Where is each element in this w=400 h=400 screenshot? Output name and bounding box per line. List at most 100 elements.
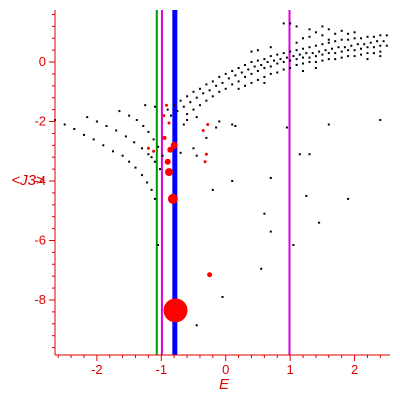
black-dot (157, 145, 160, 148)
red-marker (204, 152, 208, 156)
black-dot (379, 44, 382, 47)
black-dot (360, 37, 362, 40)
black-dot (308, 28, 311, 31)
black-dot (337, 46, 340, 49)
black-dot (276, 62, 279, 65)
black-dot (218, 75, 221, 78)
black-dot (237, 80, 240, 83)
black-dot (244, 75, 246, 78)
black-dot (218, 120, 221, 123)
black-dot (102, 144, 105, 147)
black-dot (282, 61, 285, 63)
black-dot (234, 74, 237, 77)
black-dot (237, 67, 240, 69)
black-dot (231, 123, 234, 126)
black-dot (192, 108, 195, 111)
black-dot (224, 87, 227, 90)
black-dot (302, 47, 304, 50)
black-dot (179, 99, 182, 102)
black-dot (295, 41, 298, 44)
y-tick-label: -8 (34, 292, 46, 307)
black-dot (218, 90, 221, 93)
black-dot (73, 128, 76, 130)
x-tick-label: -2 (91, 362, 103, 377)
black-dot (353, 31, 356, 34)
black-dot (356, 43, 359, 46)
y-tick-label: 0 (39, 54, 46, 69)
black-dot (128, 114, 131, 117)
black-dot (221, 296, 224, 298)
black-dot (334, 52, 337, 55)
black-dot (263, 67, 266, 69)
black-dot (285, 56, 288, 59)
black-dot (321, 53, 324, 56)
black-dot (215, 84, 218, 87)
black-dot (302, 70, 304, 72)
black-dot (234, 125, 237, 127)
axes: -2 -1 0 1 2 0 -2 -4 -6 -8 (34, 10, 390, 377)
black-dot (179, 151, 182, 154)
black-dot (298, 153, 301, 156)
black-dot (314, 44, 317, 47)
black-dot (334, 32, 337, 35)
black-dot (182, 105, 185, 108)
black-dot (353, 49, 356, 52)
black-dot (189, 101, 192, 104)
black-dot (340, 56, 343, 59)
black-dot (256, 49, 259, 52)
black-dot (279, 58, 282, 61)
black-dot (211, 95, 214, 98)
black-dot (292, 244, 295, 246)
black-dot (363, 43, 366, 46)
black-dot (295, 58, 298, 61)
black-dot (379, 34, 382, 37)
black-dot (340, 29, 343, 32)
black-dot (327, 52, 330, 55)
black-dot (382, 40, 385, 43)
red-marker (203, 160, 207, 164)
black-dot (195, 154, 198, 157)
black-dot (340, 38, 343, 41)
black-dot (86, 116, 89, 119)
black-dot (208, 89, 211, 92)
black-dot (205, 99, 208, 102)
black-dot (276, 71, 279, 74)
black-dot (147, 130, 150, 133)
black-dot (305, 52, 308, 55)
red-marker (170, 141, 178, 149)
red-marker (165, 168, 173, 177)
black-dot (250, 81, 253, 84)
black-dot (372, 35, 375, 38)
black-dot (340, 50, 343, 53)
black-dot (327, 38, 330, 41)
black-dot (176, 110, 179, 113)
black-dot (95, 120, 98, 123)
black-dot (379, 55, 382, 58)
black-dot (186, 95, 189, 98)
red-markers (146, 103, 213, 323)
red-marker (167, 121, 171, 125)
black-dot (308, 56, 311, 59)
black-dot (269, 177, 272, 179)
black-dot (321, 59, 324, 62)
black-dot (231, 180, 234, 182)
black-dot (134, 166, 137, 169)
black-dot (269, 230, 272, 233)
red-marker (152, 149, 156, 153)
black-dot (240, 71, 243, 74)
black-dot (289, 22, 292, 25)
red-marker (162, 135, 167, 140)
black-dot (121, 154, 124, 157)
black-dot (202, 92, 205, 95)
black-dot (376, 40, 379, 43)
red-marker (165, 103, 168, 107)
red-marker (146, 146, 150, 150)
black-dot (215, 126, 218, 129)
black-dot (327, 41, 330, 44)
black-dot (247, 68, 250, 71)
black-dot (157, 244, 160, 246)
black-dot (173, 104, 176, 107)
black-dot (152, 138, 155, 141)
black-dot (256, 59, 259, 62)
